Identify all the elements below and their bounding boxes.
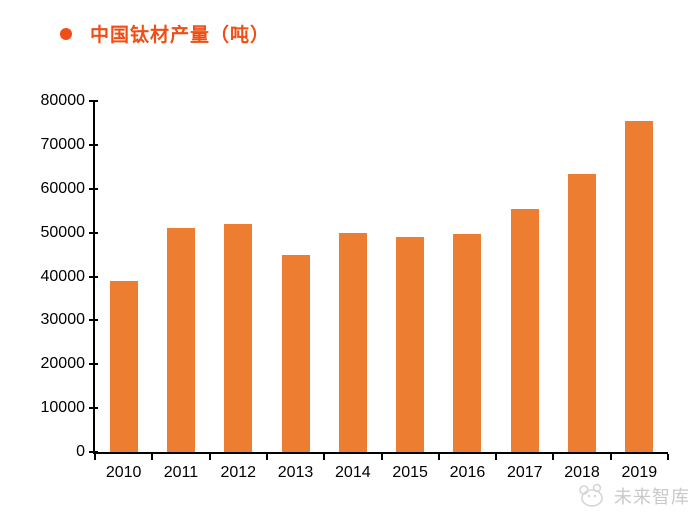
chart-title: 中国钛材产量（吨）: [60, 20, 270, 47]
x-axis-tick: [667, 454, 669, 460]
x-axis-tick: [323, 454, 326, 460]
y-axis-tick-label: 40000: [40, 267, 86, 285]
y-axis-tick: [89, 319, 98, 322]
x-axis-tick: [151, 454, 154, 460]
x-axis-tick-label: 2011: [163, 464, 199, 481]
bar-2016: [453, 234, 482, 452]
y-axis-tick-label: 50000: [40, 223, 86, 241]
y-axis-tick-label: 10000: [40, 399, 86, 417]
bar-2017: [510, 208, 539, 452]
bar-2018: [568, 173, 597, 452]
legend-bullet-icon: [60, 27, 72, 40]
watermark-logo-icon: [579, 483, 603, 507]
y-axis-tick: [89, 275, 98, 278]
y-axis-tick-label: 30000: [40, 311, 86, 329]
x-axis-line: [93, 452, 668, 454]
x-axis-tick-label: 2015: [392, 464, 428, 481]
y-axis-tick: [89, 100, 98, 102]
plot-area: 0 10000 20000 30000 40000 50000 60000 70000 8000…: [41, 92, 669, 481]
bar-2012: [224, 223, 253, 452]
watermark: 未来智库: [574, 483, 690, 509]
x-axis-tick: [208, 454, 211, 460]
y-axis-tick-label: 80000: [40, 92, 86, 109]
x-axis-tick: [380, 454, 383, 460]
bar-2010: [109, 280, 138, 452]
x-axis-tick: [94, 454, 96, 460]
y-axis-tick: [89, 363, 98, 366]
bar-2013: [281, 254, 310, 452]
y-axis-tick-label: 70000: [40, 135, 86, 153]
bar-2011: [166, 228, 195, 452]
y-axis-tick-label: 0: [76, 443, 85, 460]
y-axis-tick: [89, 187, 98, 190]
bar-2019: [625, 120, 654, 452]
x-axis-tick-label: 2012: [220, 464, 257, 481]
y-axis-tick-label: 20000: [40, 355, 86, 373]
x-axis-tick: [552, 454, 555, 460]
x-axis-tick: [495, 454, 498, 460]
x-axis-tick-label: 2018: [564, 464, 600, 481]
bar-2014: [338, 232, 367, 452]
x-axis-tick: [265, 454, 268, 460]
x-axis-tick-label: 2017: [506, 464, 543, 481]
chart-title-text: 中国钛材产量（吨）: [90, 25, 271, 46]
y-axis-tick: [89, 451, 98, 453]
x-axis-tick-label: 2013: [277, 464, 314, 481]
x-axis-tick: [437, 454, 440, 460]
y-axis-tick: [89, 143, 98, 146]
x-axis-tick-label: 2010: [105, 464, 142, 481]
y-axis-tick: [89, 231, 98, 234]
x-axis-tick-label: 2019: [621, 464, 658, 481]
watermark-text: 未来智库: [614, 487, 690, 507]
y-axis-line: [93, 101, 95, 454]
x-axis-tick-label: 2014: [335, 464, 371, 481]
x-axis-tick-label: 2016: [449, 464, 486, 481]
y-axis-tick: [89, 407, 98, 410]
bar-2015: [396, 237, 425, 452]
x-axis-tick: [609, 454, 612, 460]
y-axis-tick-label: 60000: [40, 179, 86, 197]
